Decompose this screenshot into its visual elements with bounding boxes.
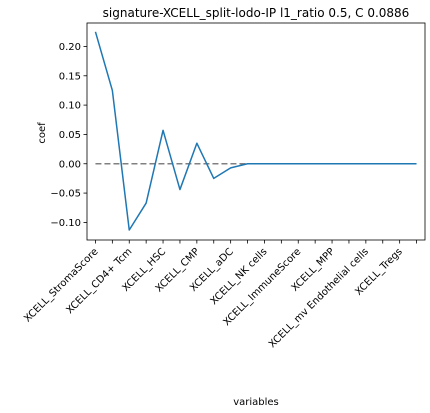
y-axis-label: coef xyxy=(37,122,48,144)
chart-title: signature-XCELL_split-lodo-IP l1_ratio 0… xyxy=(103,6,410,20)
y-tick-label: 0.10 xyxy=(59,101,81,112)
y-tick-label: 0.05 xyxy=(59,130,81,141)
x-axis-label: variables xyxy=(233,397,279,408)
plot-frame xyxy=(86,22,426,241)
series-line-0 xyxy=(94,31,417,231)
y-tick-label: −0.05 xyxy=(50,189,81,200)
y-tick-label: 0.15 xyxy=(59,71,81,82)
y-axis: −0.10 −0.05 0.00 0.05 0.10 0.15 0.20 xyxy=(50,42,87,229)
y-tick-label: −0.10 xyxy=(50,218,81,229)
x-tick-label: XCELL_CD4+ Tcm xyxy=(64,246,134,316)
y-tick-label: 0.00 xyxy=(59,159,81,170)
plot-area xyxy=(86,22,426,241)
y-tick-label: 0.20 xyxy=(59,42,81,53)
